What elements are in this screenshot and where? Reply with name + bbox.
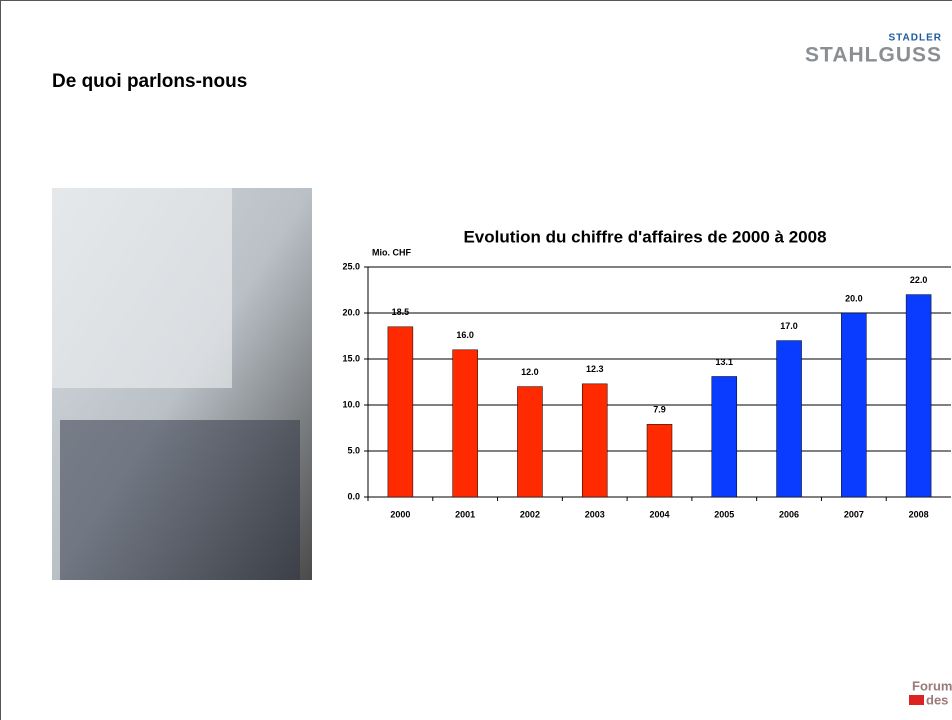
value-label: 16.0 <box>456 330 474 340</box>
x-tick-label: 2005 <box>714 509 734 519</box>
footer-logo-mark <box>909 695 924 705</box>
x-tick-label: 2004 <box>649 509 669 519</box>
value-label: 17.0 <box>780 321 798 331</box>
chart-title: Evolution du chiffre d'affaires de 2000 … <box>463 227 826 246</box>
value-label: 7.9 <box>653 405 666 415</box>
page: De quoi parlons-nous STADLER STAHLGUSS F… <box>0 0 952 720</box>
x-tick-label: 2000 <box>390 509 410 519</box>
y-tick-label: 15.0 <box>342 353 360 363</box>
heading: De quoi parlons-nous <box>52 71 247 92</box>
logo-bottom: STAHLGUSS <box>805 44 942 67</box>
x-tick-label: 2002 <box>520 509 540 519</box>
x-tick-label: 2007 <box>844 509 864 519</box>
bar <box>582 384 607 497</box>
value-label: 12.3 <box>586 364 604 374</box>
bar <box>388 327 413 497</box>
footer-logo-bottom: des 100 <box>926 692 952 707</box>
bar <box>841 313 866 497</box>
x-tick-label: 2006 <box>779 509 799 519</box>
y-tick-label: 20.0 <box>342 307 360 317</box>
bar <box>777 341 802 497</box>
value-label: 18.5 <box>392 307 410 317</box>
value-label: 22.0 <box>910 275 928 285</box>
y-tick-label: 10.0 <box>342 399 360 409</box>
y-axis-label: Mio. CHF <box>372 247 411 257</box>
value-label: 12.0 <box>521 367 539 377</box>
value-label: 20.0 <box>845 293 863 303</box>
photo-window <box>52 188 232 388</box>
logo-top: STADLER <box>889 33 942 44</box>
y-tick-label: 5.0 <box>347 445 360 455</box>
x-tick-label: 2008 <box>909 509 929 519</box>
photo-people <box>60 420 300 580</box>
y-tick-label: 25.0 <box>342 261 360 271</box>
y-tick-label: 0.0 <box>347 491 360 501</box>
x-tick-label: 2003 <box>585 509 605 519</box>
value-label: 13.1 <box>716 357 734 367</box>
bar <box>712 376 737 497</box>
footer-logo-top: Forum <box>912 678 952 693</box>
bar <box>453 350 478 497</box>
bar <box>906 295 931 497</box>
bar <box>517 387 542 497</box>
x-tick-label: 2001 <box>455 509 475 519</box>
slide: De quoi parlons-nous STADLER STAHLGUSS F… <box>0 0 952 720</box>
bar <box>647 424 672 497</box>
